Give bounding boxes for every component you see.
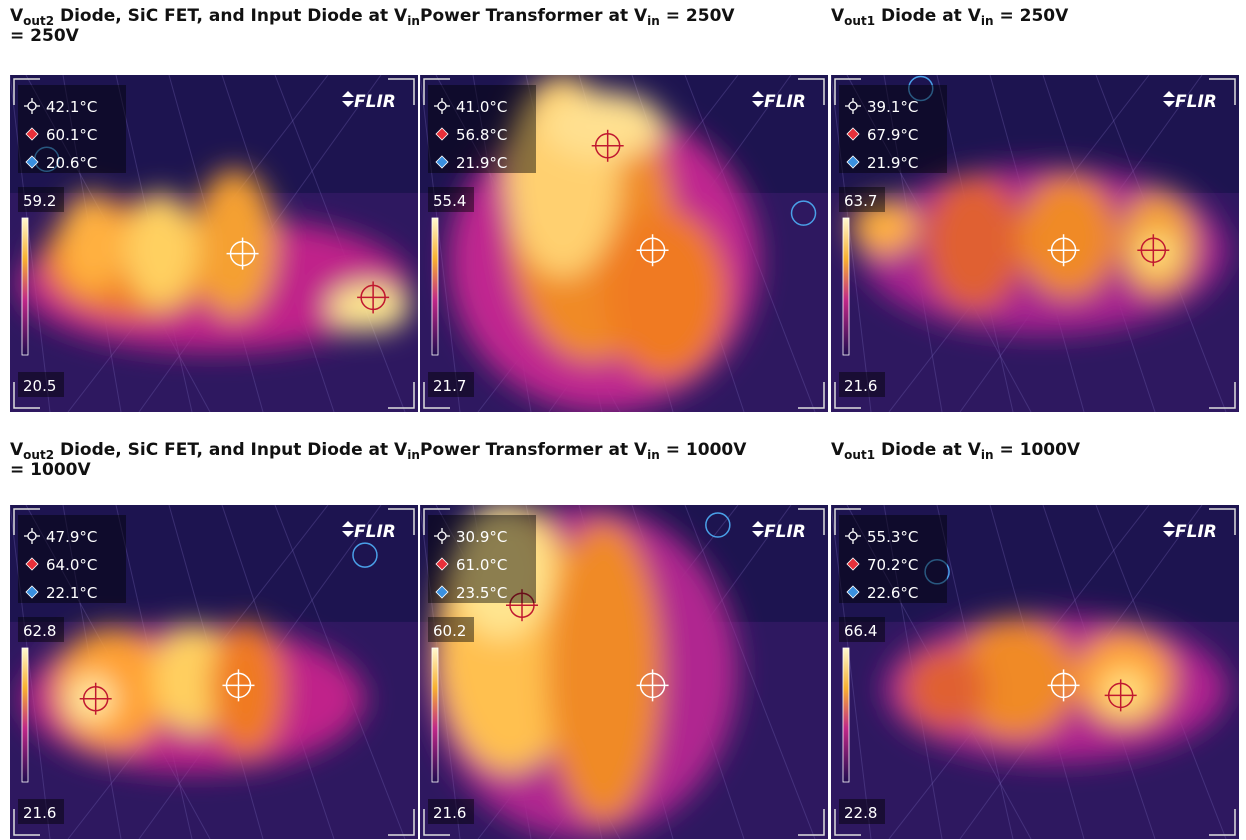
temperature-reading: 39.1°C (867, 98, 918, 116)
temperature-reading: 20.6°C (46, 154, 97, 172)
hot-region (124, 193, 197, 308)
scale-max: 63.7 (844, 192, 877, 210)
title-part: V (10, 440, 23, 460)
scale-max: 66.4 (844, 622, 877, 640)
panel-title: Power Transformer at Vin = 1000V (420, 440, 830, 460)
title-part: V (10, 6, 23, 26)
logo: FLIR (764, 522, 806, 542)
hot-regions (884, 615, 1227, 762)
hot-region (194, 169, 276, 317)
scale-min: 21.6 (844, 377, 877, 395)
title-part: in (407, 14, 420, 28)
title-part: Diode, SiC FET, and Input Diode at V (54, 6, 407, 26)
title-part: = 250V (10, 26, 79, 46)
scale-bar (432, 218, 438, 355)
hot-region (546, 522, 660, 823)
panel-title: Vout1 Diode at Vin = 250V (831, 6, 1241, 26)
logo: FLIR (764, 92, 806, 112)
title-part: in (647, 448, 660, 462)
scale-max: 55.4 (433, 192, 466, 210)
logo: FLIR (1175, 522, 1217, 542)
title-part: Diode, SiC FET, and Input Diode at V (54, 440, 407, 460)
panel-title: Vout2 Diode, SiC FET, and Input Diode at… (10, 6, 420, 46)
title-part: in (981, 14, 994, 28)
scale-min: 21.6 (23, 804, 56, 822)
title-part: in (981, 448, 994, 462)
title-part: Power Transformer at V (420, 440, 647, 460)
temperature-reading: 55.3°C (867, 528, 918, 546)
title-part: out1 (844, 14, 875, 28)
logo: FLIR (354, 92, 396, 112)
temperature-reading: 60.1°C (46, 126, 97, 144)
temperature-reading: 61.0°C (456, 556, 507, 574)
title-part: = 1000V (994, 440, 1081, 460)
hot-region (328, 284, 410, 331)
thermal-image: 55.3°C 70.2°C 22.6°C 66.4 22.8 FLIR (831, 505, 1239, 839)
title-part: = 1000V (10, 460, 91, 480)
scale-bar (22, 648, 28, 782)
temperature-reading: 22.1°C (46, 584, 97, 602)
temperature-reading: 70.2°C (867, 556, 918, 574)
scale-max: 62.8 (23, 622, 56, 640)
temperature-reading: 23.5°C (456, 584, 507, 602)
scale-max: 60.2 (433, 622, 466, 640)
temperature-reading: 64.0°C (46, 556, 97, 574)
temperature-reading: 47.9°C (46, 528, 97, 546)
hot-region (904, 649, 986, 729)
temperature-reading: 22.6°C (867, 584, 918, 602)
hot-region (1019, 176, 1117, 297)
hot-region (925, 176, 1023, 311)
scale-max: 59.2 (23, 192, 56, 210)
title-part: = 250V (994, 6, 1069, 26)
scale-bar (432, 648, 438, 782)
hot-region (1100, 669, 1149, 716)
logo: FLIR (1175, 92, 1217, 112)
temperature-reading: 67.9°C (867, 126, 918, 144)
title-part: = 250V (660, 6, 735, 26)
title-part: = 1000V (660, 440, 747, 460)
title-part: V (831, 440, 844, 460)
thermal-image: 42.1°C 60.1°C 20.6°C 59.2 20.5 FLIR (10, 75, 418, 412)
scale-min: 21.6 (433, 804, 466, 822)
scale-bar (843, 218, 849, 355)
scale-min: 21.7 (433, 377, 466, 395)
scale-min: 22.8 (844, 804, 877, 822)
scale-min: 20.5 (23, 377, 56, 395)
title-part: in (647, 14, 660, 28)
logo: FLIR (354, 522, 396, 542)
temperature-reading: 56.8°C (456, 126, 507, 144)
figure: Vout2 Diode, SiC FET, and Input Diode at… (0, 0, 1246, 840)
title-part: out1 (844, 448, 875, 462)
temperature-reading: 30.9°C (456, 528, 507, 546)
thermal-image: 47.9°C 64.0°C 22.1°C 62.8 21.6 FLIR (10, 505, 418, 839)
temperature-reading: 41.0°C (456, 98, 507, 116)
hot-region (604, 210, 726, 378)
title-part: in (407, 448, 420, 462)
title-part: Diode at V (875, 6, 981, 26)
panel-title: Vout2 Diode, SiC FET, and Input Diode at… (10, 440, 420, 480)
thermal-image: 41.0°C 56.8°C 21.9°C 55.4 21.7 FLIR (420, 75, 828, 412)
temperature-reading: 42.1°C (46, 98, 97, 116)
hot-region (59, 193, 124, 294)
scale-bar (843, 648, 849, 782)
temperature-reading: 21.9°C (456, 154, 507, 172)
hot-region (210, 622, 283, 756)
title-part: Power Transformer at V (420, 6, 647, 26)
panel-title: Power Transformer at Vin = 250V (420, 6, 830, 26)
title-part: Diode at V (875, 440, 981, 460)
title-part: V (831, 6, 844, 26)
scale-bar (22, 218, 28, 355)
thermal-image: 39.1°C 67.9°C 21.9°C 63.7 21.6 FLIR (831, 75, 1239, 412)
hot-region (542, 92, 664, 159)
panel-title: Vout1 Diode at Vin = 1000V (831, 440, 1241, 460)
temperature-reading: 21.9°C (867, 154, 918, 172)
thermal-image: 30.9°C 61.0°C 23.5°C 60.2 21.6 FLIR (420, 505, 828, 839)
